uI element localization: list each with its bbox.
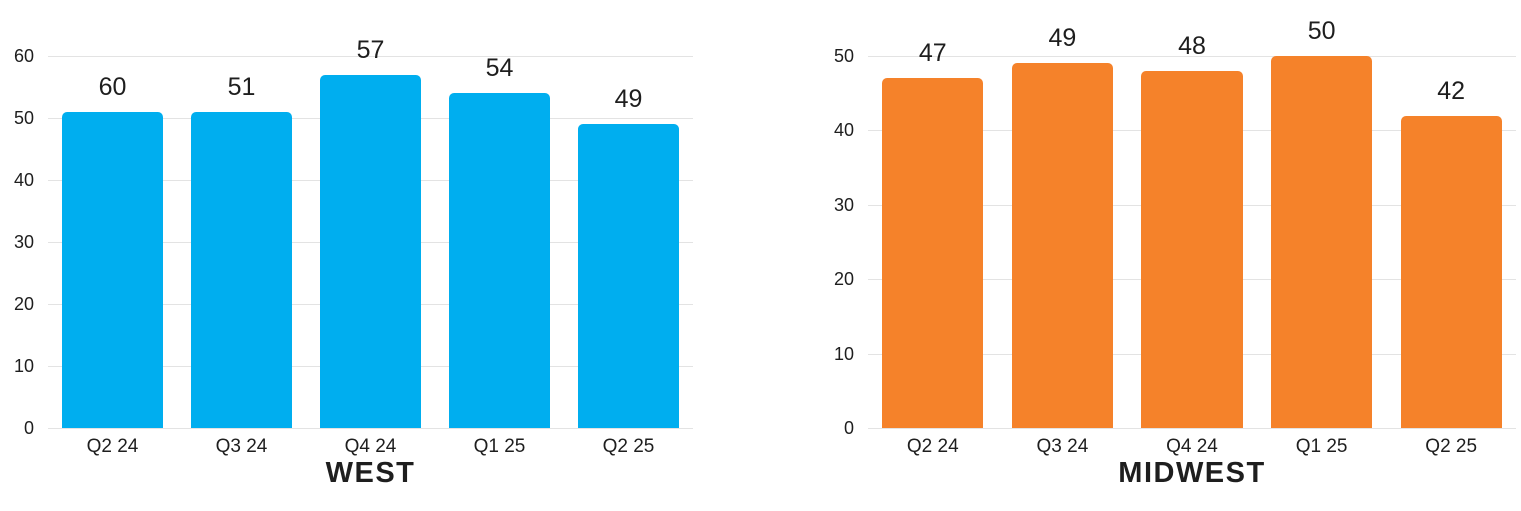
y-axis-tick-label: 20 [13,294,34,314]
bar-value-label: 49 [1048,24,1077,53]
bar [1011,63,1113,428]
bar-slot: 42 Q2 25 [1386,56,1516,456]
bar-value-label: 47 [918,39,947,68]
x-axis-category-label: Q2 24 [906,436,959,457]
bar-value-label: 50 [1307,17,1336,45]
bar-slot: 57 Q4 24 [306,37,435,456]
x-axis-category-label: Q4 24 [344,436,397,457]
chart-midwest: 0 10 20 30 40 50 47 Q2 24 49 Q3 24 48 Q4 24 50 Q1 25 4… [760,0,1521,511]
y-axis-tick-label: 60 [13,46,34,66]
bar [1400,115,1502,428]
x-axis-category-label: Q4 24 [1166,436,1218,457]
plot-area: 0 10 20 30 40 50 60 60 Q2 24 51 Q3 24 57 Q4 24 54 Q1 2… [14,37,693,456]
bar-value-label: 49 [614,85,643,114]
bar [320,74,421,428]
x-axis-category-label: Q2 24 [86,436,139,457]
x-axis-category-label: Q1 25 [1295,436,1348,457]
x-axis-category-label: Q1 25 [473,436,526,457]
y-axis-tick-label: 50 [833,46,854,66]
bar [578,124,679,428]
bar-value-label: 57 [356,35,385,64]
y-axis-tick-label: 0 [843,418,854,438]
bar-slot: 54 Q1 25 [435,56,564,456]
chart-west: 0 10 20 30 40 50 60 60 Q2 24 51 Q3 24 57 Q4 24 54 Q1 2… [0,0,760,511]
chart-title: MIDWEST [1118,457,1266,489]
bar-slot: 51 Q3 24 [177,56,306,456]
x-axis-category-label: Q2 25 [1425,436,1478,457]
bar-value-label: 51 [227,72,256,101]
gridline [868,428,1516,429]
x-axis-category-label: Q3 24 [215,436,268,457]
y-axis-tick-label: 10 [13,356,34,376]
bar-slot: 48 Q4 24 [1127,33,1257,456]
y-axis-tick-label: 50 [13,108,34,128]
bar-slot: 50 Q1 25 [1257,19,1387,456]
bar-value-label: 60 [98,72,127,101]
gridline [48,56,693,57]
y-axis-tick-label: 10 [833,343,854,364]
bar [449,93,550,428]
bar [882,78,984,428]
y-axis-tick-label: 30 [833,194,854,215]
y-axis-tick-label: 30 [13,232,34,252]
bar-value-label: 54 [485,54,514,83]
y-axis-tick-label: 40 [833,120,854,141]
bar [1271,56,1373,428]
y-axis-tick-label: 0 [23,418,34,438]
plot-area: 0 10 20 30 40 50 47 Q2 24 49 Q3 24 48 Q4 24 50 Q1 25 4… [834,19,1516,456]
x-axis-category-label: Q3 24 [1036,436,1089,457]
bar [191,111,292,428]
bar [62,111,163,428]
bar-slot: 47 Q2 24 [868,41,998,456]
bar-slot: 60 Q2 24 [48,56,177,456]
y-axis-tick-label: 20 [833,269,854,290]
y-axis-tick-label: 40 [13,170,34,190]
x-axis-category-label: Q2 25 [602,436,655,457]
bar-value-label: 42 [1437,76,1466,105]
bar [1141,70,1243,428]
bar-slot: 49 Q2 25 [564,56,693,456]
gridline [48,428,693,429]
chart-title: WEST [325,457,416,489]
bar-slot: 49 Q3 24 [998,26,1128,456]
gridline [868,56,1516,57]
bar-value-label: 48 [1178,31,1206,60]
